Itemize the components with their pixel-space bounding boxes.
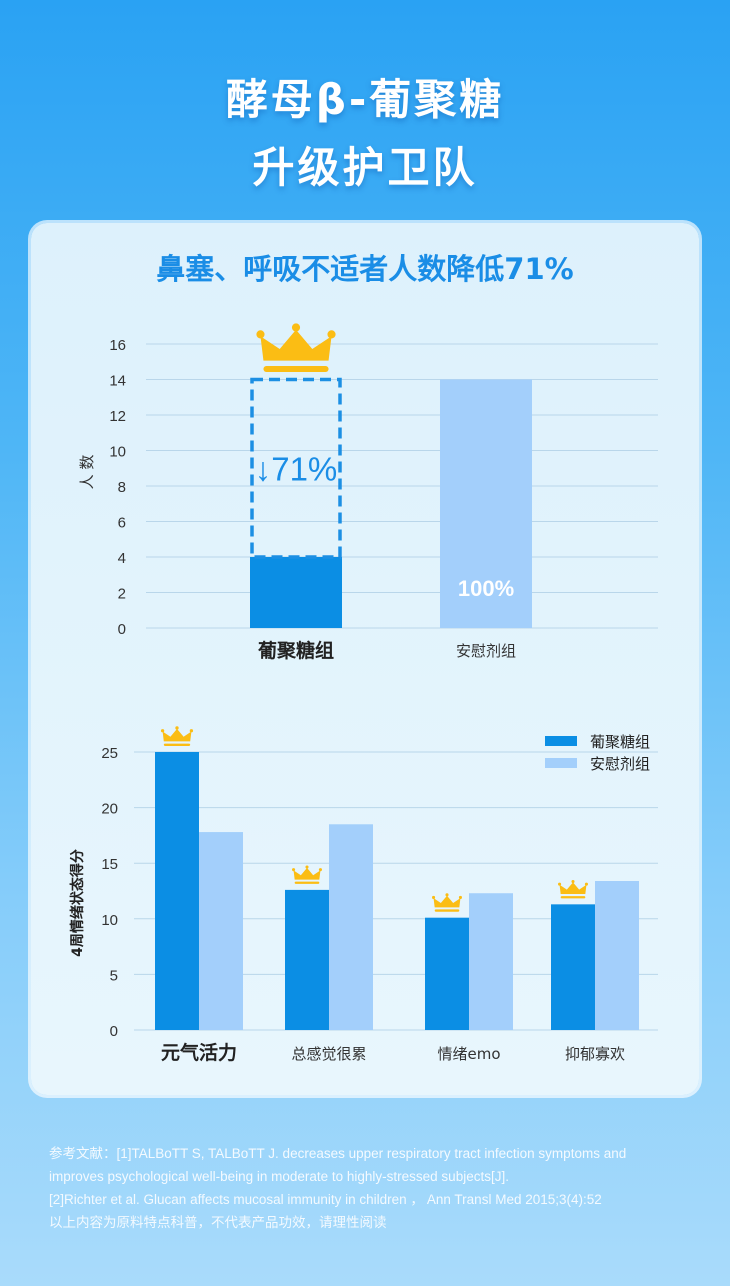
crown-icon (256, 323, 336, 372)
y-axis-label: 人 数 (78, 455, 96, 490)
x-tick-label: 元气活力 (161, 1041, 237, 1064)
y-tick-label: 10 (109, 444, 126, 461)
y-tick-label: 8 (118, 479, 126, 496)
y-tick-label: 4 (118, 550, 126, 567)
y-tick-label: 14 (109, 373, 126, 390)
y-tick-label: 0 (110, 1023, 118, 1040)
bar-placebo (469, 893, 513, 1030)
crown-icon (432, 893, 462, 912)
x-tick-label: 安慰剂组 (456, 642, 516, 660)
placebo-percent-label: 100% (458, 576, 514, 601)
reduction-label: ↓71% (255, 450, 338, 487)
crown-icon (558, 879, 588, 899)
reference-line: [2]Richter et al. Glucan affects mucosal… (49, 1192, 602, 1207)
y-tick-label: 25 (101, 745, 118, 762)
y-tick-label: 0 (118, 621, 126, 638)
y-tick-label: 16 (109, 337, 126, 354)
bar-glucan (250, 557, 342, 628)
legend-swatch (545, 758, 577, 768)
page-title: 酵母β-葡聚糖 (225, 75, 505, 124)
x-tick-label: 总感觉很累 (291, 1045, 366, 1063)
y-tick-label: 2 (118, 586, 126, 603)
legend-label: 葡聚糖组 (590, 733, 650, 751)
y-tick-label: 12 (109, 408, 126, 425)
page-subtitle: 升级护卫队 (252, 143, 478, 192)
crown-icon (292, 865, 322, 884)
bar-placebo (440, 379, 532, 628)
crown-icon (160, 726, 194, 746)
reference-line: improves psychological well-being in mod… (49, 1169, 509, 1184)
y-tick-label: 20 (101, 801, 118, 818)
x-tick-label: 情绪emo (437, 1045, 500, 1063)
bar-glucan (155, 752, 199, 1030)
y-tick-label: 6 (118, 515, 126, 532)
bar-glucan (551, 904, 595, 1030)
references: 参考文献：[1]TALBoTT S, TALBoTT J. decreases … (49, 1142, 689, 1234)
y-tick-label: 10 (101, 912, 118, 929)
bar-glucan (425, 917, 469, 1030)
card-headline: 鼻塞、呼吸不适者人数降低71% (156, 252, 574, 286)
x-tick-label: 抑郁寡欢 (565, 1045, 625, 1063)
y-tick-label: 5 (110, 967, 118, 984)
disclaimer: 以上内容为原料特点科普，不代表产品功效，请理性阅读 (49, 1215, 387, 1230)
legend-label: 安慰剂组 (590, 755, 650, 773)
y-axis-label: 4周情绪状态得分 (69, 849, 86, 957)
bar-placebo (199, 832, 243, 1030)
nasal-congestion-chart: 0 2 4 6 8 10 12 14 16 人 数 ↓71% 100% 葡聚糖组 安慰剂组 (78, 323, 658, 662)
reference-line: 参考文献：[1]TALBoTT S, TALBoTT J. decreases … (49, 1146, 627, 1161)
bar-placebo (595, 880, 639, 1030)
y-tick-label: 15 (101, 856, 118, 873)
bar-placebo (329, 824, 373, 1030)
bar-reduction-outline (250, 377, 342, 559)
x-tick-label: 葡聚糖组 (258, 639, 334, 662)
legend-swatch (545, 736, 577, 746)
bar-glucan (285, 889, 329, 1030)
